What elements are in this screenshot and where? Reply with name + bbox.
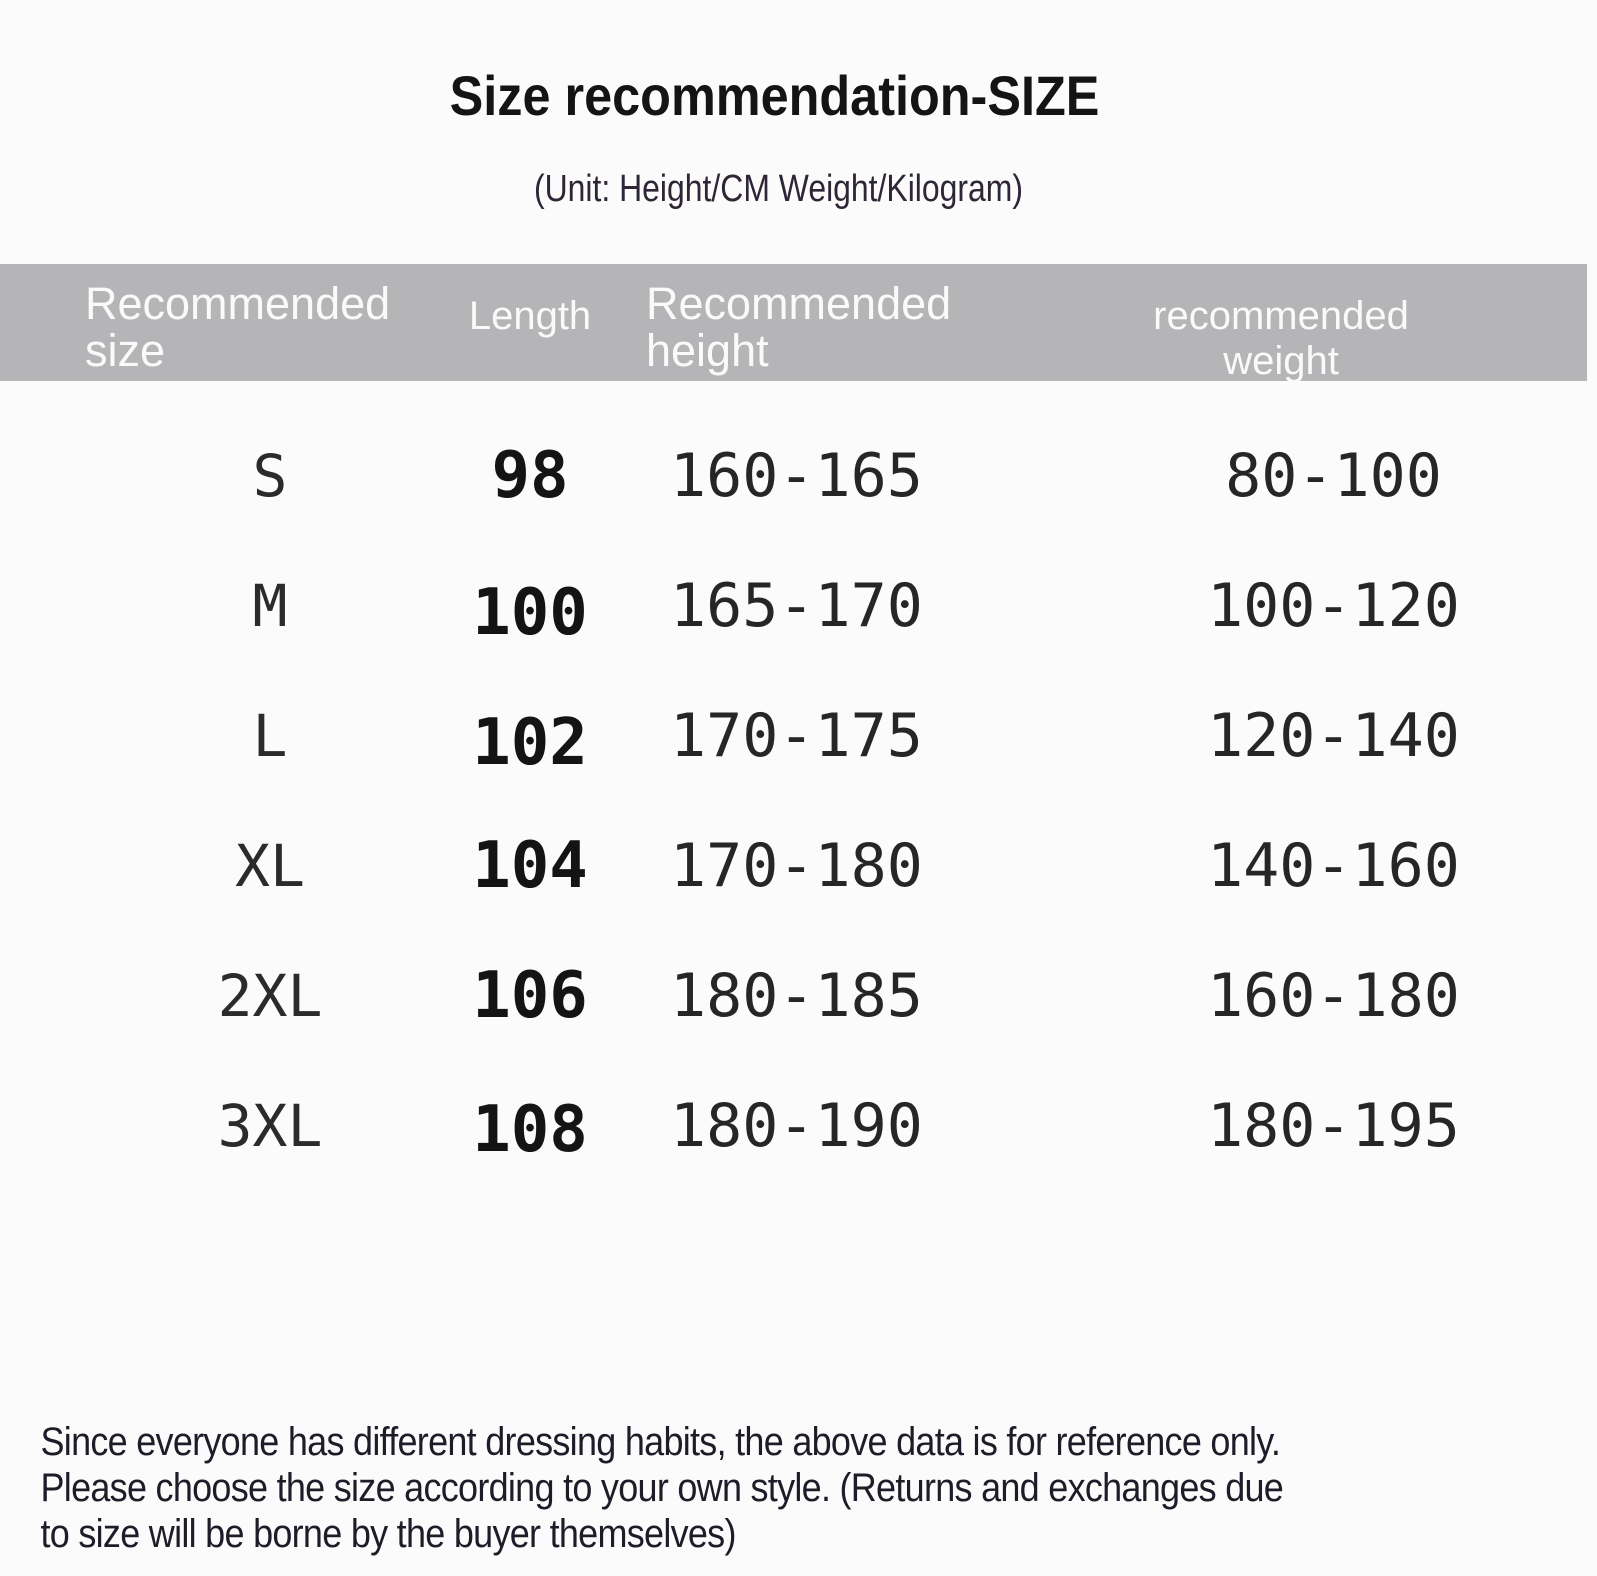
cell-length: 102 xyxy=(472,706,588,780)
table-row: 3XL 108 180-190 180-195 xyxy=(0,1061,1597,1191)
header-cell-length: Length xyxy=(468,294,592,338)
table-row: S 98 160-165 80-100 xyxy=(0,411,1597,541)
header-cell-recommended-weight: recommended weight xyxy=(1153,294,1409,381)
footer-line: to size will be borne by the buyer thems… xyxy=(40,1512,737,1556)
size-table: Recommended size Length Recommended heig… xyxy=(0,264,1597,1191)
cell-size: S xyxy=(252,442,288,510)
cell-height: 180-185 xyxy=(670,961,923,1031)
cell-length: 108 xyxy=(472,1093,588,1167)
table-row: XL 104 170-180 140-160 xyxy=(0,801,1597,931)
table-row: 2XL 106 180-185 160-180 xyxy=(0,931,1597,1061)
footer-note: Since everyone has different dressing ha… xyxy=(0,1419,1437,1557)
cell-size: L xyxy=(252,702,288,770)
cell-height: 165-170 xyxy=(670,571,923,641)
cell-height: 170-180 xyxy=(670,831,923,901)
cell-size: M xyxy=(252,572,288,640)
table-header: Recommended size Length Recommended heig… xyxy=(0,264,1587,381)
cell-length: 104 xyxy=(472,829,588,903)
unit-note: (Unit: Height/CM Weight/Kilogram) xyxy=(533,168,1023,210)
cell-weight: 120-140 xyxy=(1207,701,1460,771)
footer-line: Please choose the size according to your… xyxy=(40,1466,1284,1510)
cell-weight: 80-100 xyxy=(1225,441,1442,511)
cell-length: 100 xyxy=(472,576,588,650)
table-row: M 100 165-170 100-120 xyxy=(0,541,1597,671)
header-cell-recommended-height: Recommended height xyxy=(646,278,952,376)
footer-line: Since everyone has different dressing ha… xyxy=(40,1420,1281,1464)
cell-length: 106 xyxy=(472,959,588,1033)
cell-weight: 180-195 xyxy=(1207,1091,1460,1161)
cell-height: 160-165 xyxy=(670,441,923,511)
cell-height: 170-175 xyxy=(670,701,923,771)
cell-weight: 100-120 xyxy=(1207,571,1460,641)
cell-size: 2XL xyxy=(217,962,323,1030)
table-body: S 98 160-165 80-100 M 100 165-170 100-12… xyxy=(0,411,1597,1191)
cell-length: 98 xyxy=(491,439,569,513)
table-row: L 102 170-175 120-140 xyxy=(0,671,1597,801)
cell-size: 3XL xyxy=(217,1092,323,1160)
header-cell-recommended-size: Recommended size xyxy=(85,278,391,376)
cell-weight: 160-180 xyxy=(1207,961,1460,1031)
page-title: Size recommendation-SIZE xyxy=(449,64,1100,127)
cell-size: XL xyxy=(235,832,305,900)
cell-weight: 140-160 xyxy=(1207,831,1460,901)
cell-height: 180-190 xyxy=(670,1091,923,1161)
